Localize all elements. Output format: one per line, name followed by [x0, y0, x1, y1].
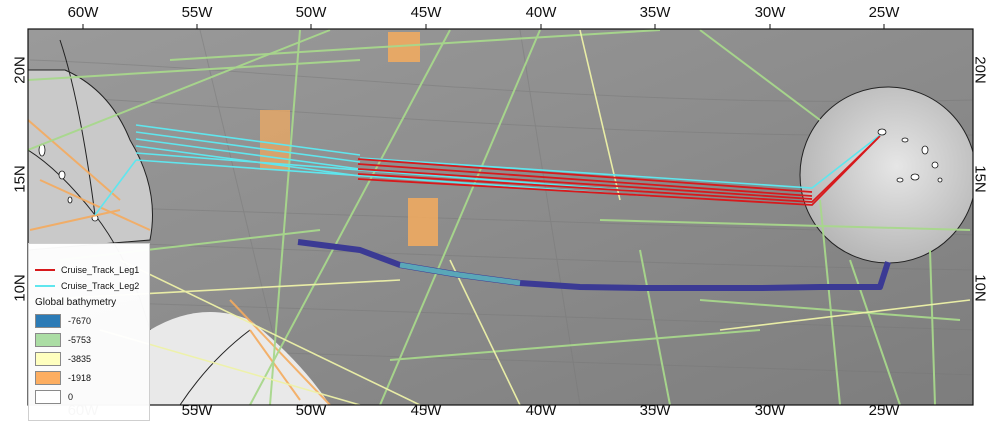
lon-tick-bottom-35w: 35W — [639, 402, 671, 419]
lon-tick-top-35w: 35W — [639, 4, 671, 21]
caribbean-eez-area — [28, 69, 153, 251]
lon-tick-bottom-50w: 50W — [295, 402, 327, 419]
lon-tick-bottom-40w: 40W — [525, 402, 557, 419]
legend-class-3835: -3835 — [35, 350, 91, 367]
lon-tick-top-30w: 30W — [754, 4, 786, 21]
legend-label-leg2: Cruise_Track_Leg2 — [61, 281, 140, 291]
survey-block-mid — [408, 198, 438, 246]
lat-tick-left-20n: 20N — [11, 56, 29, 84]
legend-class-label-5753: -5753 — [68, 334, 92, 345]
legend-class-1918: -1918 — [35, 369, 91, 386]
lat-tick-right-10n: 10N — [971, 274, 989, 302]
legend-class-label-1918: -1918 — [68, 372, 92, 383]
legend-class-0: 0 — [35, 388, 73, 405]
lon-tick-top-25w: 25W — [868, 4, 900, 21]
map-legend: Cruise_Track_Leg1 Cruise_Track_Leg2 Glob… — [28, 243, 150, 421]
survey-block-west — [260, 110, 290, 170]
bathymetry-swatch-5753 — [35, 332, 61, 347]
lon-tick-top-60w: 60W — [67, 4, 99, 21]
south-america-land — [150, 312, 330, 405]
shallow-survey-tracks — [28, 119, 331, 405]
bathymetry-swatch-0 — [35, 389, 61, 404]
lon-tick-bottom-25w: 25W — [868, 402, 900, 419]
lon-tick-top-50w: 50W — [295, 4, 327, 21]
cruise-track-leg1 — [357, 135, 881, 206]
deep-survey-track — [297, 239, 891, 291]
legend-class-label-3835: -3835 — [68, 353, 92, 364]
map-frame — [27, 28, 974, 406]
leg2-line-swatch — [35, 285, 55, 287]
legend-class-7670: -7670 — [35, 312, 91, 329]
lon-tick-bottom-30w: 30W — [754, 402, 786, 419]
lon-tick-bottom-55w: 55W — [181, 402, 213, 419]
lon-tick-top-40w: 40W — [525, 4, 557, 21]
bathymetry-swatch-7670 — [35, 313, 61, 328]
legend-class-5753: -5753 — [35, 331, 91, 348]
lat-tick-left-10n: 10N — [11, 274, 29, 302]
deep-survey-track-shallow-part — [399, 262, 521, 286]
lat-tick-right-20n: 20N — [971, 56, 989, 84]
bathymetry-swatch-1918 — [35, 370, 61, 385]
legend-title: Global bathymetry — [35, 297, 117, 308]
legend-entry-leg2: Cruise_Track_Leg2 — [35, 280, 139, 292]
cape-verde-eez-area — [799, 86, 973, 264]
legend-class-label-0: 0 — [68, 391, 74, 402]
legend-class-label-7670: -7670 — [68, 315, 92, 326]
lon-tick-bottom-45w: 45W — [410, 402, 442, 419]
bathymetry-swatch-3835 — [35, 351, 61, 366]
lat-tick-left-15n: 15N — [11, 165, 29, 193]
islands — [38, 128, 943, 222]
lon-tick-top-55w: 55W — [181, 4, 213, 21]
leg1-line-swatch — [35, 269, 55, 271]
legend-label-leg1: Cruise_Track_Leg1 — [61, 265, 140, 275]
lat-tick-right-15n: 15N — [971, 165, 989, 193]
lon-tick-top-45w: 45W — [410, 4, 442, 21]
top-tick-marks — [82, 24, 885, 29]
legend-entry-leg1: Cruise_Track_Leg1 — [35, 264, 139, 276]
